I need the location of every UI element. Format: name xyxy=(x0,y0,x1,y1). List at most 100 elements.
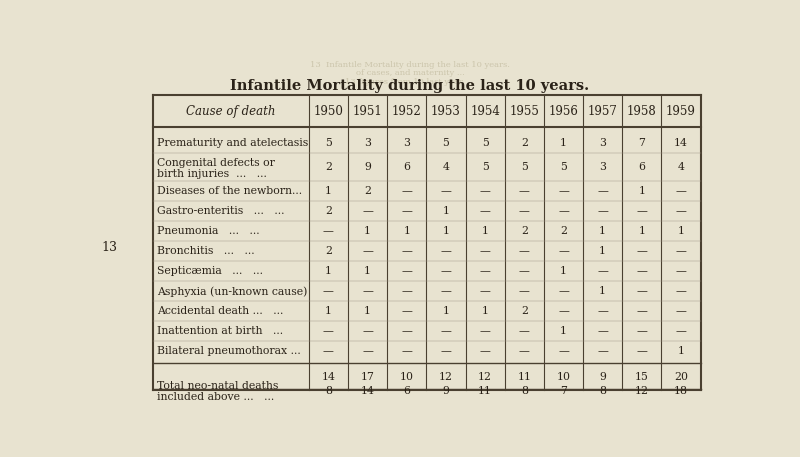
Text: 1: 1 xyxy=(442,226,450,236)
Text: 3: 3 xyxy=(599,138,606,149)
Text: —: — xyxy=(637,266,647,276)
Text: —: — xyxy=(675,306,686,316)
Text: 1: 1 xyxy=(599,246,606,256)
Text: Asphyxia (un-known cause): Asphyxia (un-known cause) xyxy=(157,286,307,297)
Text: 17: 17 xyxy=(361,372,374,382)
Text: —: — xyxy=(402,186,412,196)
Text: 3: 3 xyxy=(599,162,606,172)
Text: —: — xyxy=(519,186,530,196)
Text: 2: 2 xyxy=(325,206,332,216)
Text: —: — xyxy=(598,186,608,196)
Text: —: — xyxy=(598,346,608,356)
Text: Bronchitis   ...   ...: Bronchitis ... ... xyxy=(157,246,254,256)
Text: 1: 1 xyxy=(599,286,606,296)
Text: —: — xyxy=(441,346,451,356)
Text: Accidental death ...   ...: Accidental death ... ... xyxy=(157,306,283,316)
Text: —: — xyxy=(402,346,412,356)
Text: —: — xyxy=(441,326,451,336)
Text: birth injuries  ...   ...: birth injuries ... ... xyxy=(157,169,266,179)
Text: —: — xyxy=(675,326,686,336)
Text: —: — xyxy=(558,306,569,316)
Text: 1: 1 xyxy=(442,306,450,316)
Text: —: — xyxy=(480,266,490,276)
Text: —: — xyxy=(558,286,569,296)
Text: —: — xyxy=(480,246,490,256)
Text: 2: 2 xyxy=(325,162,332,172)
Text: —: — xyxy=(637,326,647,336)
Text: 1: 1 xyxy=(560,266,567,276)
Text: 1957: 1957 xyxy=(588,105,618,117)
Text: 1: 1 xyxy=(678,226,685,236)
Text: —: — xyxy=(480,286,490,296)
Text: 3: 3 xyxy=(364,138,371,149)
Text: 13: 13 xyxy=(102,241,118,254)
Text: —: — xyxy=(675,186,686,196)
Text: Inattention at birth   ...: Inattention at birth ... xyxy=(157,326,282,336)
Text: —: — xyxy=(637,206,647,216)
Text: 8: 8 xyxy=(521,386,528,396)
Text: —: — xyxy=(558,246,569,256)
Text: 1: 1 xyxy=(560,138,567,149)
Text: 12: 12 xyxy=(635,386,649,396)
Text: 1: 1 xyxy=(638,226,646,236)
Text: 1: 1 xyxy=(364,306,371,316)
Text: —: — xyxy=(480,186,490,196)
Text: —: — xyxy=(362,326,373,336)
Text: —: — xyxy=(402,326,412,336)
Text: —: — xyxy=(675,266,686,276)
Text: —: — xyxy=(558,186,569,196)
Text: —: — xyxy=(558,206,569,216)
Text: 1: 1 xyxy=(442,206,450,216)
Text: 8: 8 xyxy=(599,386,606,396)
Text: 3: 3 xyxy=(403,138,410,149)
Text: 20: 20 xyxy=(674,372,688,382)
Text: Gastro-enteritis   ...   ...: Gastro-enteritis ... ... xyxy=(157,206,284,216)
Text: 1956: 1956 xyxy=(549,105,578,117)
Text: —: — xyxy=(598,266,608,276)
Text: 2: 2 xyxy=(521,306,528,316)
Text: 2: 2 xyxy=(521,138,528,149)
Text: 5: 5 xyxy=(442,138,450,149)
Text: —: — xyxy=(402,286,412,296)
Text: 14: 14 xyxy=(674,138,688,149)
Text: —: — xyxy=(441,266,451,276)
Text: 1: 1 xyxy=(482,306,489,316)
Text: —: — xyxy=(362,346,373,356)
Text: Diseases of the newborn...: Diseases of the newborn... xyxy=(157,186,302,196)
Text: 11: 11 xyxy=(478,386,492,396)
Text: 1: 1 xyxy=(560,326,567,336)
Text: 2: 2 xyxy=(364,186,371,196)
Text: 1: 1 xyxy=(599,226,606,236)
Text: Prematurity and atelectasis: Prematurity and atelectasis xyxy=(157,138,308,149)
Text: —: — xyxy=(402,266,412,276)
Text: —: — xyxy=(598,206,608,216)
Text: 5: 5 xyxy=(482,138,489,149)
Text: 6: 6 xyxy=(403,162,410,172)
Text: 2: 2 xyxy=(560,226,567,236)
Text: —: — xyxy=(637,246,647,256)
Text: 13 figures from 10 last year, ...: 13 figures from 10 last year, ... xyxy=(345,78,475,86)
Text: 5: 5 xyxy=(521,162,528,172)
Text: —: — xyxy=(675,286,686,296)
Text: Congenital defects or: Congenital defects or xyxy=(157,159,274,169)
Text: included above ...   ...: included above ... ... xyxy=(157,392,274,402)
Text: 2: 2 xyxy=(521,226,528,236)
Text: —: — xyxy=(362,286,373,296)
Text: 18: 18 xyxy=(674,386,688,396)
Text: 5: 5 xyxy=(482,162,489,172)
Text: Pneumonia   ...   ...: Pneumonia ... ... xyxy=(157,226,259,236)
Text: 7: 7 xyxy=(638,138,646,149)
Text: 8: 8 xyxy=(325,386,332,396)
Text: —: — xyxy=(323,286,334,296)
Text: 1: 1 xyxy=(325,266,332,276)
Text: 13  Infantile Mortality during the last 10 years.: 13 Infantile Mortality during the last 1… xyxy=(310,61,510,69)
Text: —: — xyxy=(675,246,686,256)
Text: 1: 1 xyxy=(325,306,332,316)
Text: 1: 1 xyxy=(638,186,646,196)
Text: 9: 9 xyxy=(442,386,450,396)
Text: —: — xyxy=(362,246,373,256)
Text: —: — xyxy=(675,206,686,216)
Text: 1: 1 xyxy=(678,346,685,356)
Text: —: — xyxy=(480,206,490,216)
Text: —: — xyxy=(519,286,530,296)
